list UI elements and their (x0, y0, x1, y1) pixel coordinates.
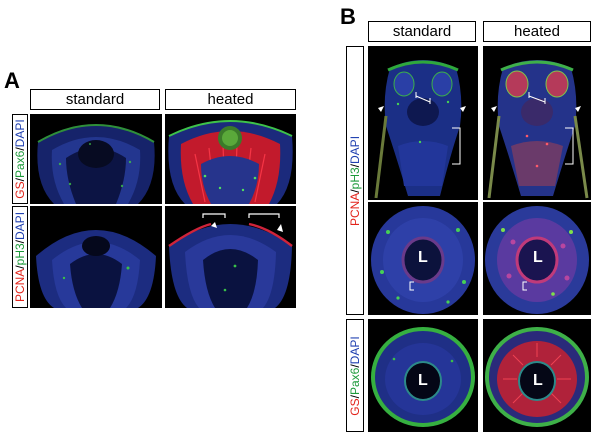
panel-a-row-label-pcna-ph3-dapi: PCNA/pH3/DAPI (12, 206, 28, 308)
panel-b-row-label-pcna-ph3-dapi: PCNA/pH3/DAPI (346, 46, 364, 315)
panel-a-condition-heated: heated (165, 89, 296, 110)
micrograph-b-heated-eye-gs-pax6 (483, 319, 591, 432)
lens-marker: L (418, 249, 428, 266)
lens-marker: L (418, 372, 428, 389)
micrograph-a-heated-pcna-ph3 (165, 206, 296, 308)
micrograph-b-standard-eye-gs-pax6 (368, 319, 478, 432)
panel-b-condition-heated: heated (483, 21, 591, 42)
lens-marker: L (533, 372, 543, 389)
label-sep: / (13, 265, 27, 269)
label-dapi: DAPI (13, 211, 27, 240)
micrograph-b-heated-head-pcna-ph3 (483, 46, 591, 200)
label-sep: / (348, 394, 362, 398)
panel-a-condition-standard: standard (30, 89, 160, 110)
micrograph-b-heated-eye-pcna-ph3 (483, 202, 591, 315)
label-pax6: Pax6 (348, 367, 362, 395)
panel-b-condition-standard: standard (368, 21, 476, 42)
micrograph-a-heated-gs-pax6 (165, 114, 296, 204)
panel-b-letter: B (340, 4, 356, 29)
label-gs: GS (13, 181, 27, 199)
micrograph-b-standard-eye-pcna-ph3 (368, 202, 478, 315)
panel-b-row-label-gs-pax6-dapi: GS/Pax6/DAPI (346, 319, 364, 432)
micrograph-a-standard-pcna-ph3 (30, 206, 162, 308)
micrograph-b-standard-head-pcna-ph3 (368, 46, 478, 200)
label-sep: / (348, 188, 362, 193)
label-ph3: pH3 (13, 243, 27, 266)
panel-a-letter: A (4, 68, 20, 93)
lens-marker: L (533, 249, 543, 266)
label-pcna: PCNA (13, 268, 27, 303)
label-pax6: Pax6 (13, 150, 27, 179)
label-sep: / (13, 147, 27, 151)
micrograph-a-standard-gs-pax6 (30, 114, 162, 204)
panel-a-row-label-gs-pax6-dapi: GS/Pax6/DAPI (12, 114, 28, 204)
label-dapi: DAPI (348, 335, 362, 364)
label-dapi: DAPI (13, 119, 27, 148)
label-sep: / (13, 239, 27, 244)
label-dapi: DAPI (348, 135, 362, 164)
label-sep: / (13, 178, 27, 182)
label-ph3: pH3 (348, 166, 362, 189)
label-gs: GS (348, 397, 362, 416)
label-pcna: PCNA (348, 192, 362, 226)
